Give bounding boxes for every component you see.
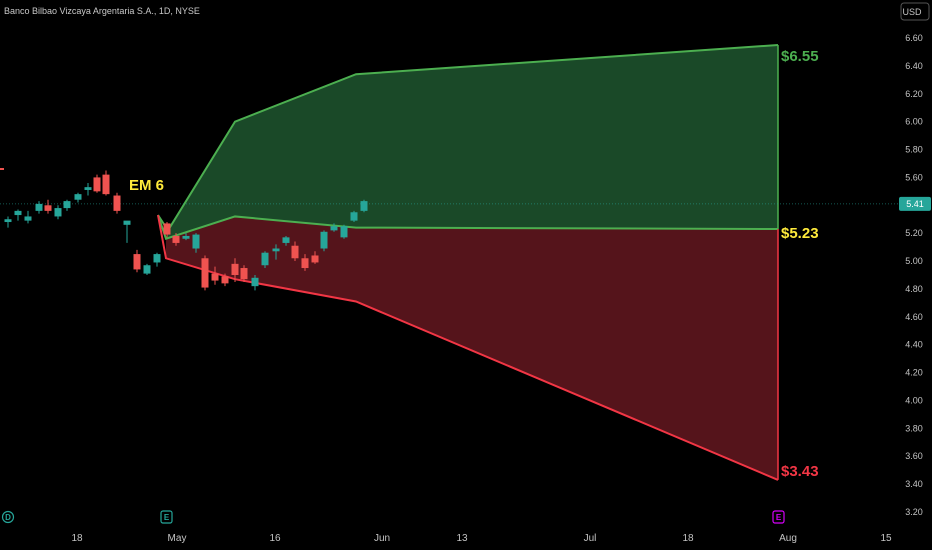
y-tick-label: 4.60: [905, 312, 923, 322]
y-tick-label: 3.20: [905, 507, 923, 517]
candle-body: [24, 216, 32, 221]
x-tick-label: 15: [880, 533, 892, 544]
y-tick-label: 3.60: [905, 451, 923, 461]
earnings-marker-past-box: [160, 510, 173, 524]
left-edge-marker: [0, 168, 4, 170]
candle-body: [143, 265, 151, 274]
last-price-tag: [899, 196, 931, 211]
y-tick-label: 5.00: [905, 256, 923, 266]
candle-body: [113, 195, 121, 211]
y-tick-label: 5.60: [905, 172, 923, 182]
candle-body: [320, 231, 328, 249]
candle-body: [14, 210, 22, 216]
lower-target-label: $3.43: [781, 463, 819, 480]
candles-group: [4, 170, 368, 291]
candle-body: [350, 212, 358, 221]
candle-body: [282, 237, 290, 243]
candle-body: [93, 177, 101, 192]
candle-body: [102, 174, 110, 195]
upper-expected-move-band: [166, 44, 778, 239]
x-tick-label: 16: [269, 533, 281, 544]
mid-bound-line: [157, 214, 779, 241]
y-tick-label: 5.20: [905, 228, 923, 238]
candle-body: [172, 235, 180, 243]
candle-body: [54, 208, 62, 217]
candle-body: [35, 203, 43, 211]
y-tick-label: 4.20: [905, 368, 923, 378]
x-tick-label: May: [168, 533, 187, 544]
y-tick-label: 6.40: [905, 61, 923, 71]
candle-body: [4, 219, 12, 223]
candle-body: [153, 254, 161, 263]
y-axis: USD 6.606.406.206.005.805.605.405.205.00…: [902, 7, 922, 517]
mid-target-label: $5.23: [781, 225, 819, 242]
y-tick-label: 5.80: [905, 145, 923, 155]
earnings-marker-upcoming-text: E: [776, 513, 782, 522]
earnings-marker-upcoming[interactable]: E: [772, 510, 785, 524]
candle-body: [291, 245, 299, 259]
candle-body: [240, 268, 248, 280]
y-tick-label: 3.80: [905, 423, 923, 433]
candle-body: [330, 226, 338, 231]
candle-body: [231, 263, 239, 275]
x-tick-label: 13: [456, 533, 468, 544]
candle-body: [133, 254, 141, 270]
candle-body: [182, 235, 190, 239]
last-price-tag-text: 5.41: [906, 199, 924, 209]
dividend-marker[interactable]: D: [1, 510, 15, 524]
currency-button-frame[interactable]: [900, 2, 930, 21]
chart-title: Banco Bilbao Vizcaya Argentaria S.A., 1D…: [4, 6, 200, 16]
earnings-marker-upcoming-box: [772, 510, 785, 524]
y-tick-label: 3.40: [905, 479, 923, 489]
x-tick-label: 18: [71, 533, 83, 544]
candle-body: [84, 187, 92, 190]
y-tick-label: 6.60: [905, 33, 923, 43]
earnings-marker-past[interactable]: E: [160, 510, 173, 524]
candle-body: [74, 194, 82, 200]
candle-body: [360, 201, 368, 211]
candle-body: [201, 258, 209, 288]
candle-body: [311, 255, 319, 263]
y-tick-label: 4.40: [905, 340, 923, 350]
candle-body: [340, 226, 348, 238]
y-tick-label: 6.00: [905, 117, 923, 127]
dividend-marker-text: D: [5, 513, 11, 522]
y-tick-label: 6.20: [905, 89, 923, 99]
candle-body: [63, 201, 71, 209]
currency-label: USD: [902, 7, 922, 17]
candle-body: [301, 258, 309, 269]
candle-body: [123, 220, 131, 225]
candle-body: [272, 248, 280, 252]
y-tick-label: 4.80: [905, 284, 923, 294]
upper-target-label: $6.55: [781, 48, 819, 65]
candle-body: [163, 223, 171, 235]
candle-body: [221, 276, 229, 284]
candle-body: [211, 273, 219, 281]
earnings-marker-past-text: E: [164, 513, 170, 522]
candle-body: [192, 234, 200, 249]
x-tick-label: Jun: [374, 533, 390, 544]
x-tick-label: 18: [682, 533, 694, 544]
y-tick-label: 4.00: [905, 395, 923, 405]
dividend-marker-circle: [1, 510, 15, 524]
em-label: EM 6: [129, 177, 164, 194]
x-axis: 18 May 16 Jun 13 Jul 18 Aug 15: [71, 533, 892, 544]
candle-body: [261, 252, 269, 266]
x-tick-label: Aug: [779, 533, 797, 544]
candle-body: [251, 277, 259, 287]
candle-body: [44, 205, 52, 211]
x-tick-label: Jul: [584, 533, 597, 544]
lower-expected-move-band: [166, 216, 778, 480]
